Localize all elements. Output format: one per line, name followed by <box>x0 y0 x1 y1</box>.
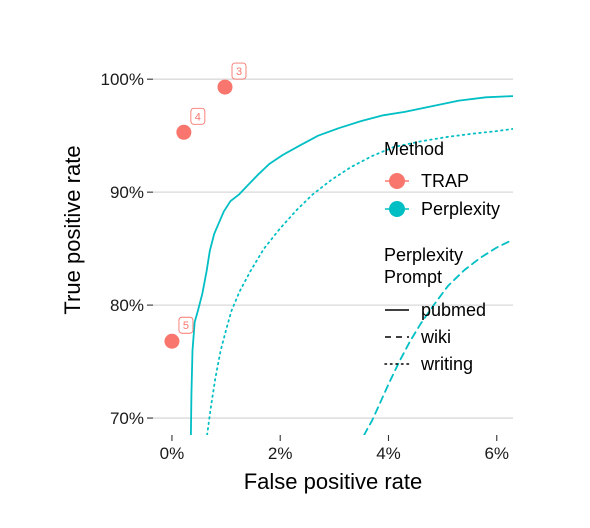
legend-prompt-title-line1: Perplexity <box>384 245 463 265</box>
x-tick-label: 6% <box>484 444 509 463</box>
y-axis-title: True positive rate <box>60 145 85 314</box>
legend-perplexity-key-point <box>389 201 405 217</box>
y-tick-label: 100% <box>101 70 144 89</box>
legend-item-trap: TRAP <box>385 171 469 191</box>
y-tick-label: 80% <box>110 296 144 315</box>
y-axis-ticks: 70% 80% 90% 100% <box>101 70 153 428</box>
legend-item-pubmed: pubmed <box>385 300 486 320</box>
legend-method-title: Method <box>384 139 444 159</box>
x-tick-label: 4% <box>376 444 401 463</box>
perplexity-pubmed-line <box>189 95 513 435</box>
trap-point-label-box <box>190 107 206 125</box>
legend-prompt-title-line2: Prompt <box>384 267 442 287</box>
y-tick-label: 90% <box>110 183 144 202</box>
series-lines <box>189 95 513 435</box>
trap-point-label: 4 <box>195 111 201 123</box>
legend-item-wiki: wiki <box>385 327 451 347</box>
trap-points: 3 4 5 <box>164 62 247 349</box>
legend-wiki-label: wiki <box>420 327 451 347</box>
trap-point-5 <box>164 333 180 349</box>
y-tick-label: 70% <box>110 409 144 428</box>
legend-perplexity-label: Perplexity <box>421 199 500 219</box>
legend-trap-key-point <box>389 173 405 189</box>
trap-point-4 <box>176 124 192 140</box>
perplexity-wiki-line <box>363 238 513 435</box>
trap-point-label: 5 <box>183 320 189 332</box>
gridlines <box>153 78 513 419</box>
legend-pubmed-label: pubmed <box>421 300 486 320</box>
legend-trap-label: TRAP <box>421 171 469 191</box>
trap-point-label-box <box>178 316 194 334</box>
legend: Method TRAP Perplexity Perplexity Prompt… <box>384 139 500 374</box>
legend-writing-label: writing <box>420 354 473 374</box>
trap-point-label: 3 <box>236 66 242 78</box>
legend-item-writing: writing <box>384 354 473 374</box>
perplexity-writing-line <box>206 127 513 435</box>
x-tick-label: 2% <box>268 444 293 463</box>
legend-item-perplexity: Perplexity <box>385 199 500 219</box>
x-tick-label: 0% <box>160 444 185 463</box>
x-axis-title: False positive rate <box>244 469 423 494</box>
trap-point-label-box <box>231 62 247 80</box>
x-axis-ticks: 0% 2% 4% 6% <box>160 435 509 463</box>
trap-point-3 <box>217 79 233 95</box>
